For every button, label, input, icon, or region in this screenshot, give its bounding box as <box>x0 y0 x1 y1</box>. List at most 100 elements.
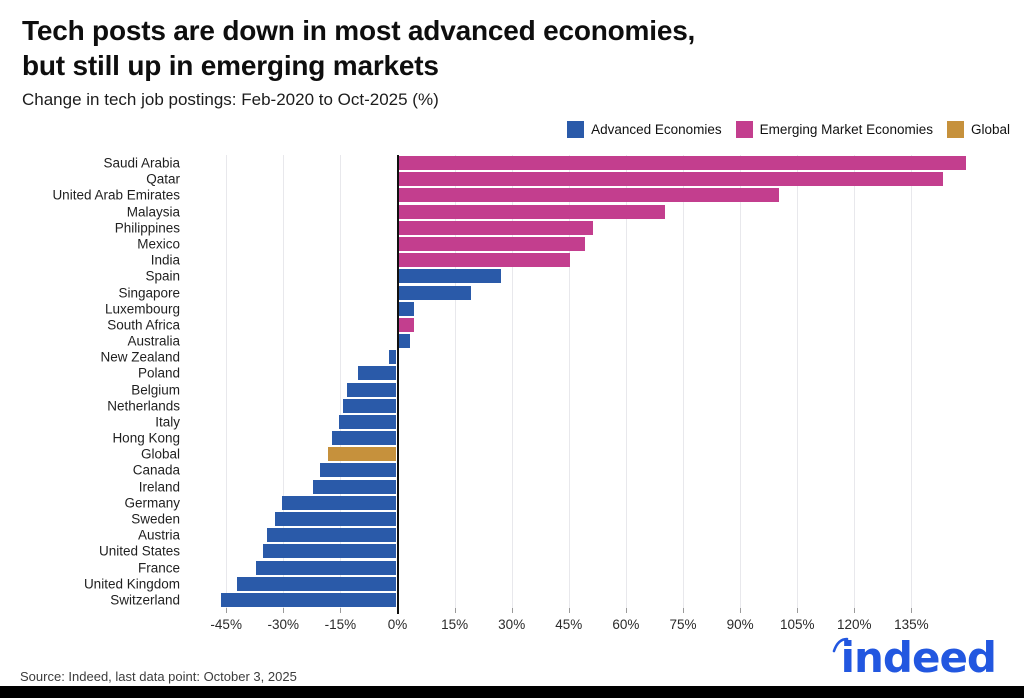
category-label-australia: Australia <box>127 333 180 349</box>
tick-mark-30% <box>511 608 513 613</box>
category-label-saudi-arabia: Saudi Arabia <box>103 155 180 171</box>
chart-title-line1: Tech posts are down in most advanced eco… <box>22 15 696 46</box>
tick-label-90%: 90% <box>726 617 754 632</box>
tick-label--15%: -15% <box>324 617 357 632</box>
zero-axis-line <box>396 155 399 614</box>
tick-mark-120% <box>854 608 856 613</box>
tick-mark--15% <box>340 608 342 613</box>
bar-qatar <box>398 172 943 187</box>
category-label-switzerland: Switzerland <box>110 592 180 608</box>
indeed-logo: indeed <box>832 633 997 682</box>
bar-canada <box>320 463 397 478</box>
tick-mark-135% <box>911 608 913 613</box>
tick-label-30%: 30% <box>498 617 526 632</box>
legend-item-emerging: Emerging Market Economies <box>735 121 933 138</box>
tick-label-105%: 105% <box>779 617 815 632</box>
bar-united-kingdom <box>236 576 397 591</box>
bar-france <box>255 560 397 575</box>
legend-item-advanced: Advanced Economies <box>567 121 722 138</box>
emerging-markets-swatch-icon <box>735 121 753 138</box>
bar-netherlands <box>343 398 397 413</box>
bar-hong-kong <box>331 431 397 446</box>
category-label-south-africa: South Africa <box>107 317 180 333</box>
legend-label-global: Global <box>970 122 1010 137</box>
bar-ireland <box>312 479 397 494</box>
plot-area: -45% -30% -15% 0% 15% 30% 45% 60% 75% 90% 105% 120%… <box>210 155 1008 632</box>
category-label-belgium: Belgium <box>131 382 180 398</box>
tick-label--30%: -30% <box>267 617 300 632</box>
gridline-45% <box>568 155 570 608</box>
bar-saudi-arabia <box>398 156 966 171</box>
tick-label-15%: 15% <box>441 617 469 632</box>
tick-label--45%: -45% <box>210 617 242 632</box>
chart-subtitle: Change in tech job postings: Feb-2020 to… <box>22 90 439 109</box>
tick-mark-60% <box>625 608 627 613</box>
gridline-15% <box>454 155 456 608</box>
gridline-135% <box>911 155 913 608</box>
tick-label-75%: 75% <box>669 617 697 632</box>
tick-mark-75% <box>683 608 684 613</box>
bar-austria <box>267 528 397 543</box>
bar-singapore <box>398 285 471 300</box>
bar-south-africa <box>398 317 414 332</box>
category-label-canada: Canada <box>132 462 180 478</box>
category-label-singapore: Singapore <box>118 285 180 301</box>
category-label-india: India <box>150 252 180 268</box>
category-label-philippines: Philippines <box>114 220 180 236</box>
bar-new-zealand <box>388 350 397 365</box>
advanced-economies-swatch-icon <box>567 121 585 138</box>
legend-item-global: Global <box>946 121 1010 138</box>
global-swatch-icon <box>946 121 964 138</box>
bar-germany <box>282 495 397 510</box>
gridline-30% <box>511 155 513 608</box>
bottom-black-strip <box>0 686 1024 698</box>
bar-sweden <box>274 512 397 527</box>
chart-title: Tech posts are down in most advanced eco… <box>22 14 882 83</box>
bar-philippines <box>398 220 593 235</box>
bar-spain <box>398 269 502 284</box>
bar-australia <box>398 334 410 349</box>
category-label-global: Global <box>140 446 180 462</box>
category-label-united-arab-emirates: United Arab Emirates <box>52 187 180 203</box>
bar-luxembourg <box>398 301 414 316</box>
category-label-hong-kong: Hong Kong <box>112 430 180 446</box>
legend-label-advanced: Advanced Economies <box>591 122 722 137</box>
bar-poland <box>358 366 397 381</box>
category-label-italy: Italy <box>155 414 180 430</box>
legend: Advanced Economies Emerging Market Econo… <box>567 121 1010 138</box>
gridline--45% <box>226 155 228 608</box>
category-label-united-kingdom: United Kingdom <box>83 576 180 592</box>
bar-united-arab-emirates <box>398 188 780 203</box>
category-label-netherlands: Netherlands <box>107 398 180 414</box>
tick-mark-45% <box>568 608 570 613</box>
bar-switzerland <box>221 592 397 607</box>
bar-united-states <box>263 544 397 559</box>
bar-global <box>327 447 397 462</box>
category-label-ireland: Ireland <box>138 479 180 495</box>
tick-mark-15% <box>454 608 456 613</box>
tick-label-60%: 60% <box>612 617 640 632</box>
tick-mark--30% <box>283 608 285 613</box>
category-label-united-states: United States <box>98 543 180 559</box>
indeed-logo-text: indeed <box>840 633 997 682</box>
tick-label-45%: 45% <box>555 617 583 632</box>
category-label-france: France <box>137 560 180 576</box>
gridline--30% <box>283 155 285 608</box>
tick-mark--45% <box>226 608 228 613</box>
category-label-germany: Germany <box>124 495 180 511</box>
gridline-75% <box>683 155 684 608</box>
category-label-spain: Spain <box>145 268 180 284</box>
category-label-luxembourg: Luxembourg <box>104 301 180 317</box>
category-label-qatar: Qatar <box>146 171 180 187</box>
tick-mark-90% <box>740 608 742 613</box>
category-label-new-zealand: New Zealand <box>100 349 180 365</box>
gridline-90% <box>740 155 742 608</box>
category-label-sweden: Sweden <box>131 511 180 527</box>
tick-mark-105% <box>797 608 799 613</box>
category-label-malaysia: Malaysia <box>126 204 180 220</box>
gridline-60% <box>625 155 627 608</box>
tick-label-135%: 135% <box>894 617 929 632</box>
gridline-120% <box>854 155 856 608</box>
category-label-austria: Austria <box>137 527 180 543</box>
bar-malaysia <box>398 204 665 219</box>
